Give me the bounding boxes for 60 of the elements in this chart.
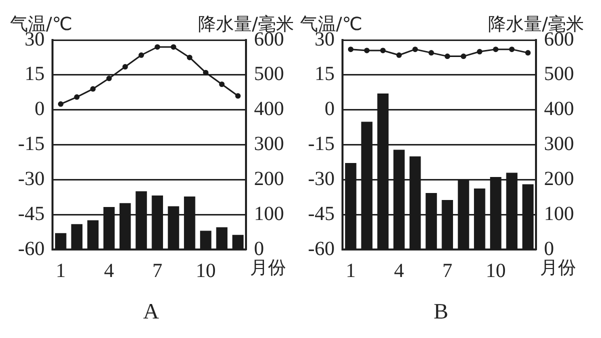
y2-tick-label: 200 — [254, 168, 284, 190]
x-axis-title: 月份 — [540, 257, 576, 278]
point — [202, 70, 208, 76]
point — [235, 93, 241, 99]
point — [154, 44, 160, 50]
point — [509, 46, 515, 52]
y2-tick-label: 100 — [544, 202, 574, 225]
point — [364, 48, 370, 54]
x-tick-label: 4 — [104, 260, 114, 282]
point — [492, 46, 498, 52]
y-tick-label: -45 — [18, 202, 45, 225]
y-tick-label: 0 — [34, 98, 45, 120]
x-tick-label: 1 — [56, 260, 66, 282]
point — [412, 46, 418, 52]
y2-tick-label: 300 — [254, 133, 284, 156]
y2-tick-label: 500 — [254, 63, 284, 86]
y2-tick-label: 200 — [544, 168, 574, 190]
point — [170, 44, 176, 50]
point — [58, 101, 64, 107]
point — [444, 54, 450, 60]
text: B — [434, 298, 448, 324]
point — [348, 46, 354, 52]
point — [90, 86, 96, 92]
x-tick-label: 10 — [486, 260, 506, 282]
y2-tick-label: 400 — [254, 98, 284, 120]
y2-tick-label: 100 — [254, 202, 284, 225]
y-tick-label: -60 — [18, 238, 45, 260]
point — [396, 52, 402, 58]
x-axis-title: 月份 — [250, 257, 286, 278]
point — [428, 50, 434, 56]
point — [138, 52, 144, 58]
y2-tick-label: 300 — [544, 133, 574, 156]
y-tick-label: -30 — [18, 168, 45, 190]
x-tick-label: 7 — [442, 260, 452, 282]
point — [380, 48, 386, 54]
y-tick-label: 0 — [324, 98, 335, 120]
y2-tick-label: 0 — [254, 238, 264, 260]
point — [74, 94, 80, 100]
y-tick-label: -45 — [308, 202, 335, 225]
y2-tick-label: 400 — [544, 98, 574, 120]
y-tick-label: -15 — [308, 133, 335, 156]
x-tick-label: 7 — [152, 260, 162, 282]
y-tick-label: -30 — [308, 168, 335, 190]
y-tick-label: -60 — [308, 238, 335, 260]
point — [186, 54, 192, 60]
x-tick-label: 10 — [196, 260, 216, 282]
point — [476, 48, 482, 54]
point — [219, 82, 225, 87]
y-tick-label: -15 — [18, 133, 45, 156]
point — [525, 50, 531, 56]
point — [106, 76, 112, 82]
y2-tick-label: 0 — [544, 238, 554, 260]
point — [122, 64, 128, 70]
x-tick-label: 4 — [394, 260, 404, 282]
y-tick-label: 15 — [314, 63, 335, 86]
y-tick-label: 15 — [24, 63, 45, 86]
x-tick-label: 1 — [346, 260, 356, 282]
y2-tick-label: 500 — [544, 63, 574, 86]
text: A — [143, 298, 160, 324]
point — [460, 54, 466, 60]
